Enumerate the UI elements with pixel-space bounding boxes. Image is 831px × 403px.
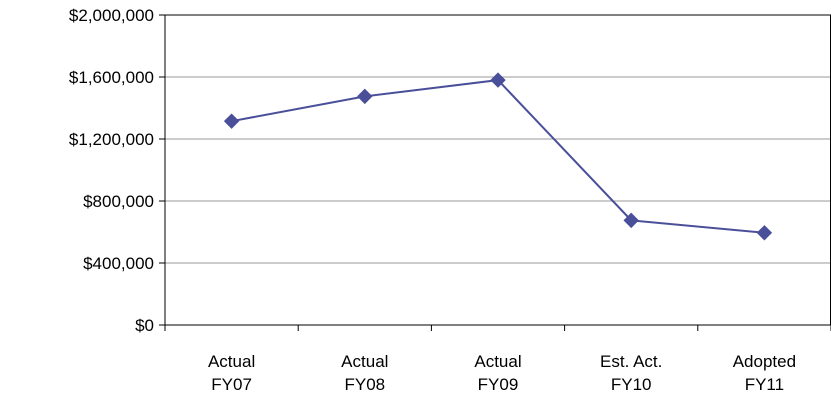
series-line [231,79,765,234]
x-category-label-line: FY11 [745,375,784,394]
y-tick-label: $2,000,000 [69,6,154,25]
x-category-label-line: Adopted [733,352,796,371]
axes [164,14,831,331]
y-tick-label: $1,600,000 [69,68,154,87]
data-point-marker [756,225,773,241]
x-category-label: Est. Act. FY10 [600,352,662,394]
y-tick-labels: $0 $400,000 $800,000 $1,200,000 $1,600,000 $2… [69,6,154,335]
data-point-marker [490,72,506,88]
x-category-label-line: Actual [474,352,521,371]
series [223,72,773,241]
x-category-label-line: Actual [341,352,388,371]
x-category-label-line: FY08 [344,375,385,394]
x-category-label: Adopted FY11 [733,352,796,394]
x-category-label: Actual FY07 [208,352,255,394]
x-category-label-line: FY07 [211,375,252,394]
x-category-labels: Actual FY07 Actual FY08 Actual FY09 Est. Act. F… [208,352,796,394]
x-category-label-line: Actual [208,352,255,371]
data-point-marker [623,212,639,229]
x-category-label: Actual FY08 [341,352,388,394]
x-category-label: Actual FY09 [474,352,521,394]
y-tick-label: $0 [135,316,154,335]
y-tick-label: $400,000 [83,254,154,273]
y-tick-label: $800,000 [83,192,154,211]
x-category-label-line: FY10 [611,375,652,394]
data-point-marker [357,88,373,105]
x-category-label-line: Est. Act. [600,352,662,371]
x-category-label-line: FY09 [478,375,519,394]
data-point-marker [223,113,240,129]
gridlines [159,14,831,326]
y-tick-label: $1,200,000 [69,130,154,149]
